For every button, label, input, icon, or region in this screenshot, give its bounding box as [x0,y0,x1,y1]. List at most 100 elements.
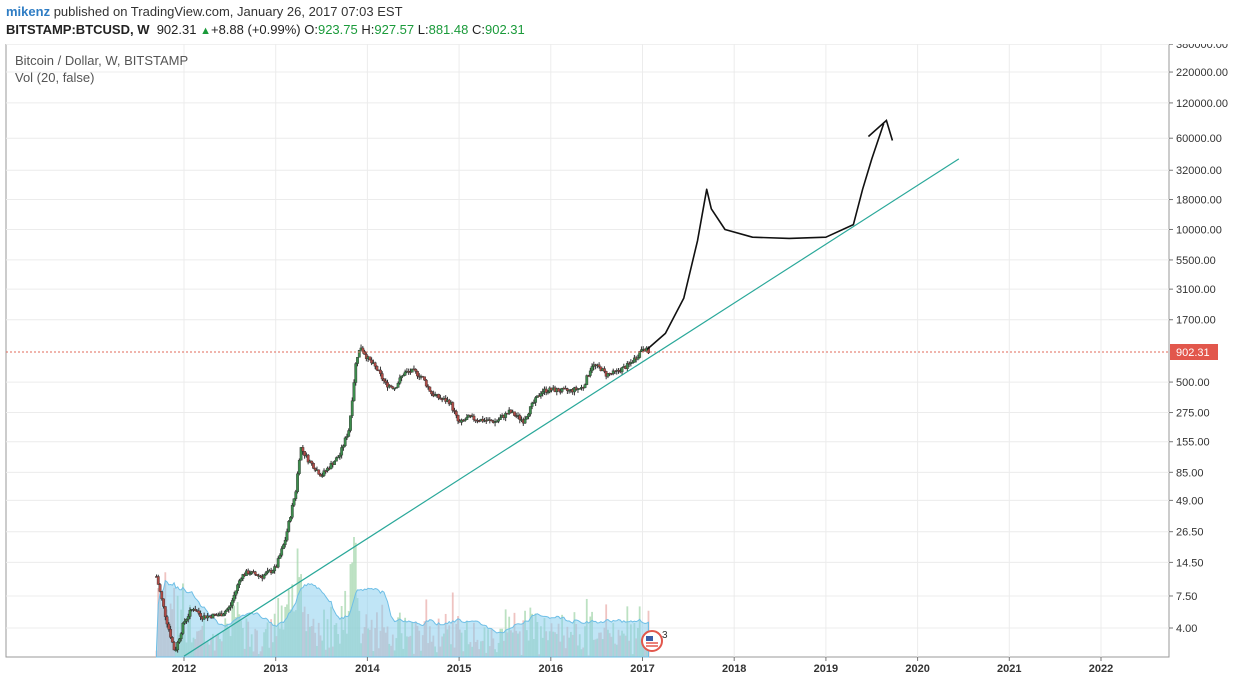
candle-body [156,576,160,585]
candle-body [426,385,430,388]
candle-body [557,388,560,392]
y-axis[interactable]: 380000.00 220000.00 120000.00 60000.00 32000… [1169,44,1228,635]
candle-body [610,373,613,375]
price-tag-label: 902.31 [1176,347,1210,359]
candle-body [264,572,268,576]
candle-body [396,383,400,388]
candle-body [379,369,382,374]
candle-body [345,436,349,439]
candle-body [342,445,345,448]
x-axis[interactable]: 2012 2013 2014 2015 2016 2017 2018 2019 2020 2021… [172,657,1113,675]
author-name[interactable]: mikenz [6,4,51,19]
candle-body [578,388,582,390]
candle-body [290,504,294,518]
candle-body [347,430,351,437]
candle-body [253,571,257,575]
candle-body [416,371,419,377]
y-tick-label: 32000.00 [1176,165,1222,177]
candle-body [513,411,516,416]
candle-body [236,584,240,592]
candle-body [528,406,532,415]
event-count: 3 [662,630,668,641]
candle-body [297,459,301,474]
event-marker[interactable]: 3 [641,630,668,652]
candle-body [237,580,241,586]
candle-body [525,416,529,420]
candle-body [636,357,640,360]
candle-body [234,590,238,596]
ohlc-line: BITSTAMP:BTCUSD, W 902.31 ▲+8.88 (+0.99%… [6,22,525,37]
price-chart[interactable]: 902.31 380000.00 220000.00 120000.00 60000.… [0,44,1239,682]
candle-body [193,608,197,611]
candle-body [167,623,171,630]
candle-body [451,402,455,411]
candle-body [403,371,407,376]
volume-ma-area [155,579,650,658]
freehand-drawing[interactable] [646,123,885,351]
candle-body [530,402,534,407]
y-tick-label: 85.00 [1176,467,1204,479]
candle-body [560,387,564,392]
x-tick-label: 2015 [447,663,471,675]
candle-body [384,380,388,383]
candle-body [356,357,359,364]
candle-body [518,415,522,420]
candle-body [178,638,181,643]
high-value: 927.57 [374,22,415,37]
candle-body [320,475,324,477]
candle-body [497,419,501,422]
candle-body [532,402,536,404]
y-tick-label: 60000.00 [1176,133,1222,145]
legend-main: Bitcoin / Dollar, W, BITSTAMP [15,53,188,68]
candle-body [246,570,250,574]
published-text: published on TradingView.com, January 26… [53,4,403,19]
candle-body [477,420,481,422]
candle-body [527,413,530,417]
y-tick-label: 1700.00 [1176,315,1216,327]
candle-body [447,399,451,405]
candle-body [181,622,185,634]
candle-body [354,363,358,383]
candle-body [162,598,165,607]
price-tag [1170,344,1218,360]
x-tick-label: 2013 [263,663,287,675]
y-tick-label: 380000.00 [1176,44,1228,51]
candle-body [333,461,336,465]
candle-body [368,356,372,361]
candle-body [504,413,508,418]
open-label: O: [304,22,318,37]
candle-body [326,467,329,472]
x-tick-label: 2016 [539,663,563,675]
candle-body [230,600,234,606]
candle-body [546,391,550,394]
candle-body [472,415,476,420]
y-tick-label: 3100.00 [1176,284,1216,296]
candle-body [506,413,509,415]
candle-body [465,416,469,420]
flag-canton [646,636,653,641]
candle-body [617,370,620,372]
x-tick-label: 2014 [355,663,380,675]
candle-body [241,574,245,579]
y-tick-label: 14.50 [1176,557,1204,569]
candle-body [611,370,615,374]
candle-body [322,470,326,476]
candle-body [229,605,232,608]
candle-body [603,368,606,372]
candle-body [625,363,629,369]
candle-body [324,470,328,472]
candle-body [541,391,545,394]
candle-body [163,606,167,617]
candle-body [312,463,315,469]
candle-body [430,391,433,395]
candle-body [336,456,340,459]
trendline[interactable] [183,158,960,657]
candle-body [567,390,571,392]
candle-body [439,397,442,400]
price-change: +8.88 (+0.99%) [210,22,301,37]
candle-body [239,578,243,581]
open-value: 923.75 [317,22,358,37]
candle-body [317,469,321,475]
candle-body [490,419,493,422]
candle-body [590,366,594,372]
